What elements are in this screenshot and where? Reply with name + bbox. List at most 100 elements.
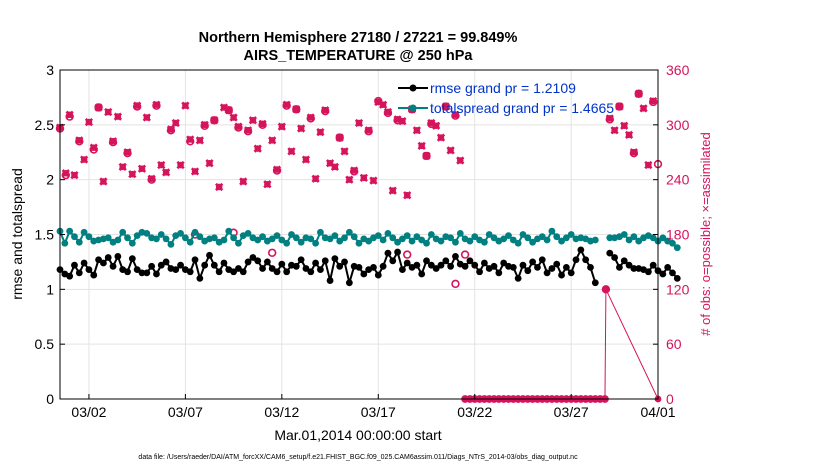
obs-assimilated-marker bbox=[84, 117, 94, 127]
obs-assimilated-marker bbox=[118, 162, 127, 171]
obs-possible-marker bbox=[108, 137, 118, 147]
obs-assimilated-marker bbox=[205, 159, 214, 168]
obs-assimilated-marker bbox=[277, 122, 286, 131]
rmse-point bbox=[644, 268, 652, 276]
footer-data-file: data file: /Users/raeder/DAI/ATM_forcXX/… bbox=[138, 454, 578, 461]
rmse-point bbox=[374, 271, 382, 279]
obs-assimilated-marker bbox=[610, 126, 619, 135]
obs-assimilated-marker bbox=[176, 160, 185, 170]
obs-possible-marker bbox=[152, 101, 161, 110]
rmse-point bbox=[143, 269, 151, 277]
rmse-point bbox=[186, 268, 194, 276]
left-tick-label: 2 bbox=[46, 172, 54, 188]
rmse-point bbox=[582, 256, 590, 264]
rmse-point bbox=[587, 264, 594, 271]
rmse-point bbox=[210, 261, 218, 269]
obs-possible-marker bbox=[89, 145, 98, 154]
obs-assimilated-marker bbox=[287, 147, 296, 156]
x-tick-label: 03/02 bbox=[71, 404, 106, 420]
rmse-point bbox=[447, 262, 455, 270]
totalspread-point bbox=[341, 234, 348, 242]
x-axis: 03/02 03/07 03/12 03/17 03/22 03/27 04/01 bbox=[71, 394, 676, 420]
totalspread-point bbox=[649, 234, 657, 242]
right-tick-label: 360 bbox=[666, 62, 690, 78]
totalspread-point bbox=[283, 239, 291, 247]
rmse-point bbox=[384, 249, 392, 257]
totalspread-point bbox=[673, 244, 681, 252]
obs-assimilated-marker bbox=[388, 186, 397, 195]
right-tick-label: 120 bbox=[666, 281, 690, 297]
rmse-point bbox=[326, 277, 334, 284]
rmse-point bbox=[273, 268, 281, 276]
totalspread-point bbox=[288, 231, 295, 238]
obs-possible-marker bbox=[75, 137, 84, 146]
rmse-point bbox=[442, 257, 450, 265]
totalspread-point bbox=[317, 228, 324, 236]
obs-possible-marker bbox=[282, 101, 291, 110]
obs-possible-marker bbox=[186, 137, 195, 146]
rmse-point bbox=[244, 258, 252, 266]
left-tick-label: 1 bbox=[46, 281, 54, 297]
right-tick-label: 60 bbox=[666, 336, 682, 352]
obs-possible-marker bbox=[403, 250, 412, 259]
obs-possible-marker bbox=[441, 102, 451, 111]
obs-possible-marker bbox=[272, 166, 282, 175]
x-axis-label: Mar.01,2014 00:00:00 start bbox=[274, 427, 441, 443]
x-tick-label: 04/01 bbox=[640, 404, 675, 420]
obs-possible-marker bbox=[374, 96, 383, 106]
rmse-point bbox=[548, 265, 556, 272]
obs-assimilated-marker bbox=[104, 107, 113, 117]
left-tick-label: 3 bbox=[46, 62, 54, 78]
totalspread-point bbox=[456, 230, 464, 237]
totalspread-point bbox=[471, 233, 479, 241]
totalspread-point bbox=[558, 237, 565, 245]
rmse-point bbox=[476, 268, 483, 276]
totalspread-point bbox=[480, 238, 488, 246]
rmse-point bbox=[534, 264, 541, 271]
rmse-point bbox=[461, 262, 469, 270]
rmse-point bbox=[572, 256, 580, 264]
rmse-point bbox=[394, 248, 401, 256]
obs-assimilated-marker bbox=[330, 162, 340, 171]
rmse-point bbox=[543, 269, 551, 277]
obs-possible-marker bbox=[383, 108, 393, 118]
totalspread-point bbox=[399, 235, 406, 243]
rmse-point bbox=[177, 261, 184, 269]
obs-layer bbox=[55, 89, 663, 403]
obs-possible-marker bbox=[306, 114, 315, 123]
totalspread-point bbox=[331, 232, 339, 239]
rmse-point bbox=[85, 266, 93, 273]
totalspread-point bbox=[509, 236, 517, 244]
x-tick-label: 03/12 bbox=[264, 404, 299, 420]
totalspread-point bbox=[365, 237, 373, 245]
totalspread-point bbox=[591, 236, 599, 244]
obs-possible-marker bbox=[147, 175, 156, 184]
y-axis-label-right: # of obs: o=possible; ×=assimilated bbox=[698, 132, 713, 335]
obs-possible-marker bbox=[364, 127, 373, 136]
totalspread-point bbox=[66, 227, 74, 235]
totalspread-point bbox=[669, 239, 676, 247]
rmse-point bbox=[403, 259, 411, 267]
rmse-point bbox=[562, 264, 570, 271]
rmse-point bbox=[215, 268, 223, 276]
totalspread-point bbox=[452, 238, 459, 246]
totalspread-point bbox=[336, 237, 344, 245]
totalspread-point bbox=[529, 238, 537, 246]
rmse-point bbox=[519, 261, 527, 269]
totalspread-point bbox=[524, 234, 532, 242]
totalspread-point bbox=[345, 228, 353, 236]
obs-assimilated-marker bbox=[301, 155, 311, 164]
obs-assimilated-marker bbox=[195, 136, 204, 145]
obs-assimilated-marker bbox=[456, 156, 465, 165]
obs-assimilated-marker bbox=[297, 124, 306, 133]
totalspread-point bbox=[186, 238, 194, 246]
rmse-point bbox=[133, 266, 141, 273]
x-tick-label: 03/27 bbox=[554, 404, 589, 420]
obs-assimilated-marker bbox=[190, 167, 200, 176]
totalspread-point bbox=[230, 234, 238, 242]
obs-assimilated-marker bbox=[248, 116, 258, 125]
obs-assimilated-marker bbox=[137, 164, 147, 173]
left-tick-label: 2.5 bbox=[35, 117, 55, 133]
rmse-point bbox=[148, 262, 156, 270]
obs-possible-marker bbox=[267, 248, 277, 257]
